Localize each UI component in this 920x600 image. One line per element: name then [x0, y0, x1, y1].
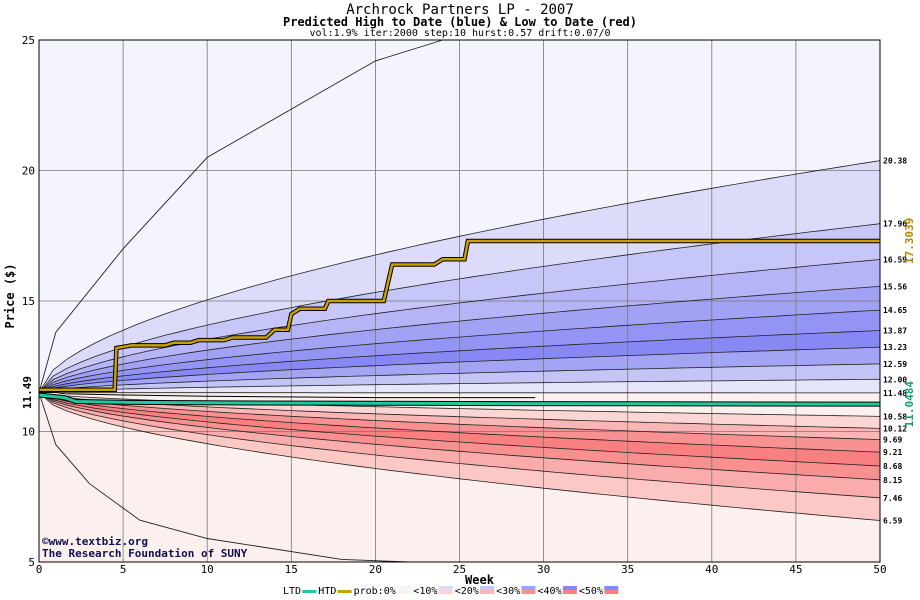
y-tick-label: 10	[22, 426, 35, 439]
upper-end-label: 17.96	[883, 220, 907, 229]
x-tick-label: 45	[789, 563, 802, 576]
legend-bin-swatch-upper	[397, 586, 412, 590]
upper-band	[39, 259, 880, 393]
upper-end-label: 12.00	[883, 375, 907, 384]
y-tick-label: 5	[28, 556, 35, 569]
legend-bin-label: <40%	[538, 586, 562, 597]
legend-bin-swatch-upper	[604, 586, 619, 590]
x-tick-label: 35	[621, 563, 634, 576]
y-tick-label: 25	[22, 34, 35, 47]
lower-end-label: 10.12	[883, 424, 907, 433]
upper-end-label: 15.56	[883, 282, 907, 291]
legend-bin-label: <30%	[496, 586, 520, 597]
upper-band	[39, 286, 880, 393]
legend-bin-label: <20%	[455, 586, 479, 597]
band-boundary	[38, 346, 881, 393]
band-boundary	[38, 392, 881, 499]
chart-title: Archrock Partners LP - 2007	[346, 2, 574, 18]
outer-lower-curve	[38, 392, 410, 563]
upper-end-label: 12.59	[883, 360, 907, 369]
lower-end-label: 6.59	[883, 517, 902, 526]
legend-bin-swatch-upper	[480, 586, 495, 590]
band-boundary	[38, 309, 881, 393]
ltd-line	[38, 393, 881, 406]
upper-band	[39, 223, 880, 393]
lower-end-label: 7.46	[883, 494, 902, 503]
median-trace	[39, 391, 536, 399]
legend-bin-label: <10%	[413, 586, 437, 597]
band-boundary	[38, 330, 881, 393]
band-boundary	[38, 392, 881, 481]
upper-end-label: 13.87	[883, 326, 907, 335]
upper-end-label: 20.38	[883, 157, 907, 166]
band-boundary	[38, 160, 881, 393]
lower-band	[39, 392, 880, 521]
x-tick-label: 0	[36, 563, 43, 576]
x-tick-label: 30	[537, 563, 550, 576]
band-boundary	[38, 392, 881, 429]
legend-bin-swatch-lower	[521, 590, 536, 594]
legend-bin-swatch-lower	[438, 590, 453, 594]
upper-end-label: 13.23	[883, 343, 907, 352]
band-boundary	[38, 392, 881, 521]
lower-end-label: 9.69	[883, 436, 902, 445]
lower-band	[39, 392, 880, 440]
y-tick-label: 20	[22, 165, 35, 178]
x-tick-label: 20	[369, 563, 382, 576]
legend-bin-swatch-lower	[397, 590, 412, 594]
legend-ltd-swatch	[302, 590, 317, 593]
lower-end-label: 8.68	[883, 462, 902, 471]
outer-upper-curve	[38, 39, 443, 393]
legend-bin-swatch-upper	[562, 586, 577, 590]
legend-prob-label: prob:0%	[354, 586, 396, 597]
legend-ltd-label: LTD	[283, 586, 301, 597]
upper-end-label: 16.59	[883, 256, 907, 265]
upper-end-label: 14.65	[883, 306, 907, 315]
upper-end-label: 11.48	[883, 389, 907, 398]
lower-band	[39, 392, 880, 466]
legend-bin-swatch-upper	[438, 586, 453, 590]
band-boundary	[38, 392, 881, 467]
upper-band	[39, 310, 880, 393]
lower-end-label: 9.21	[883, 448, 902, 457]
chart-subtitle: Predicted High to Date (blue) & Low to D…	[282, 15, 637, 29]
x-tick-label: 10	[201, 563, 214, 576]
lower-end-label: 10.58	[883, 412, 907, 421]
watermark-org: The Research Foundation of SUNY	[42, 547, 248, 560]
lower-band	[39, 392, 880, 453]
legend-htd-label: HTD	[318, 586, 336, 597]
ltd-end-label: 11.0484	[903, 381, 916, 428]
band-boundary	[38, 363, 881, 393]
x-tick-label: 5	[120, 563, 127, 576]
legend-htd-swatch	[337, 590, 352, 593]
y-axis-label: Price ($)	[3, 263, 17, 328]
legend-bin-swatch-lower	[604, 590, 619, 594]
start-price-label: 11.49	[21, 376, 34, 409]
x-tick-label: 40	[705, 563, 718, 576]
legend-bin-label: <50%	[579, 586, 603, 597]
x-tick-label: 15	[285, 563, 298, 576]
htd-end-label: 17.3039	[903, 218, 916, 264]
chart-params: vol:1.9% iter:2000 step:10 hurst:0.57 dr…	[309, 28, 611, 39]
x-tick-label: 50	[873, 563, 886, 576]
x-axis-label: Week	[465, 573, 495, 587]
band-boundary	[38, 392, 881, 453]
band-boundary	[38, 286, 881, 393]
band-boundary	[38, 378, 881, 393]
legend-bin-swatch-lower	[562, 590, 577, 594]
legend-bin-swatch-upper	[521, 586, 536, 590]
y-tick-label: 15	[22, 295, 35, 308]
band-boundary	[38, 392, 881, 440]
plot-frame	[38, 39, 881, 563]
legend-bin-swatch-lower	[480, 590, 495, 594]
watermark-url: ©www.textbiz.org	[42, 535, 148, 548]
lower-band	[39, 392, 880, 498]
lower-end-label: 8.15	[883, 476, 902, 485]
lower-band	[39, 392, 880, 480]
htd-line	[39, 239, 880, 391]
x-tick-label: 25	[453, 563, 466, 576]
